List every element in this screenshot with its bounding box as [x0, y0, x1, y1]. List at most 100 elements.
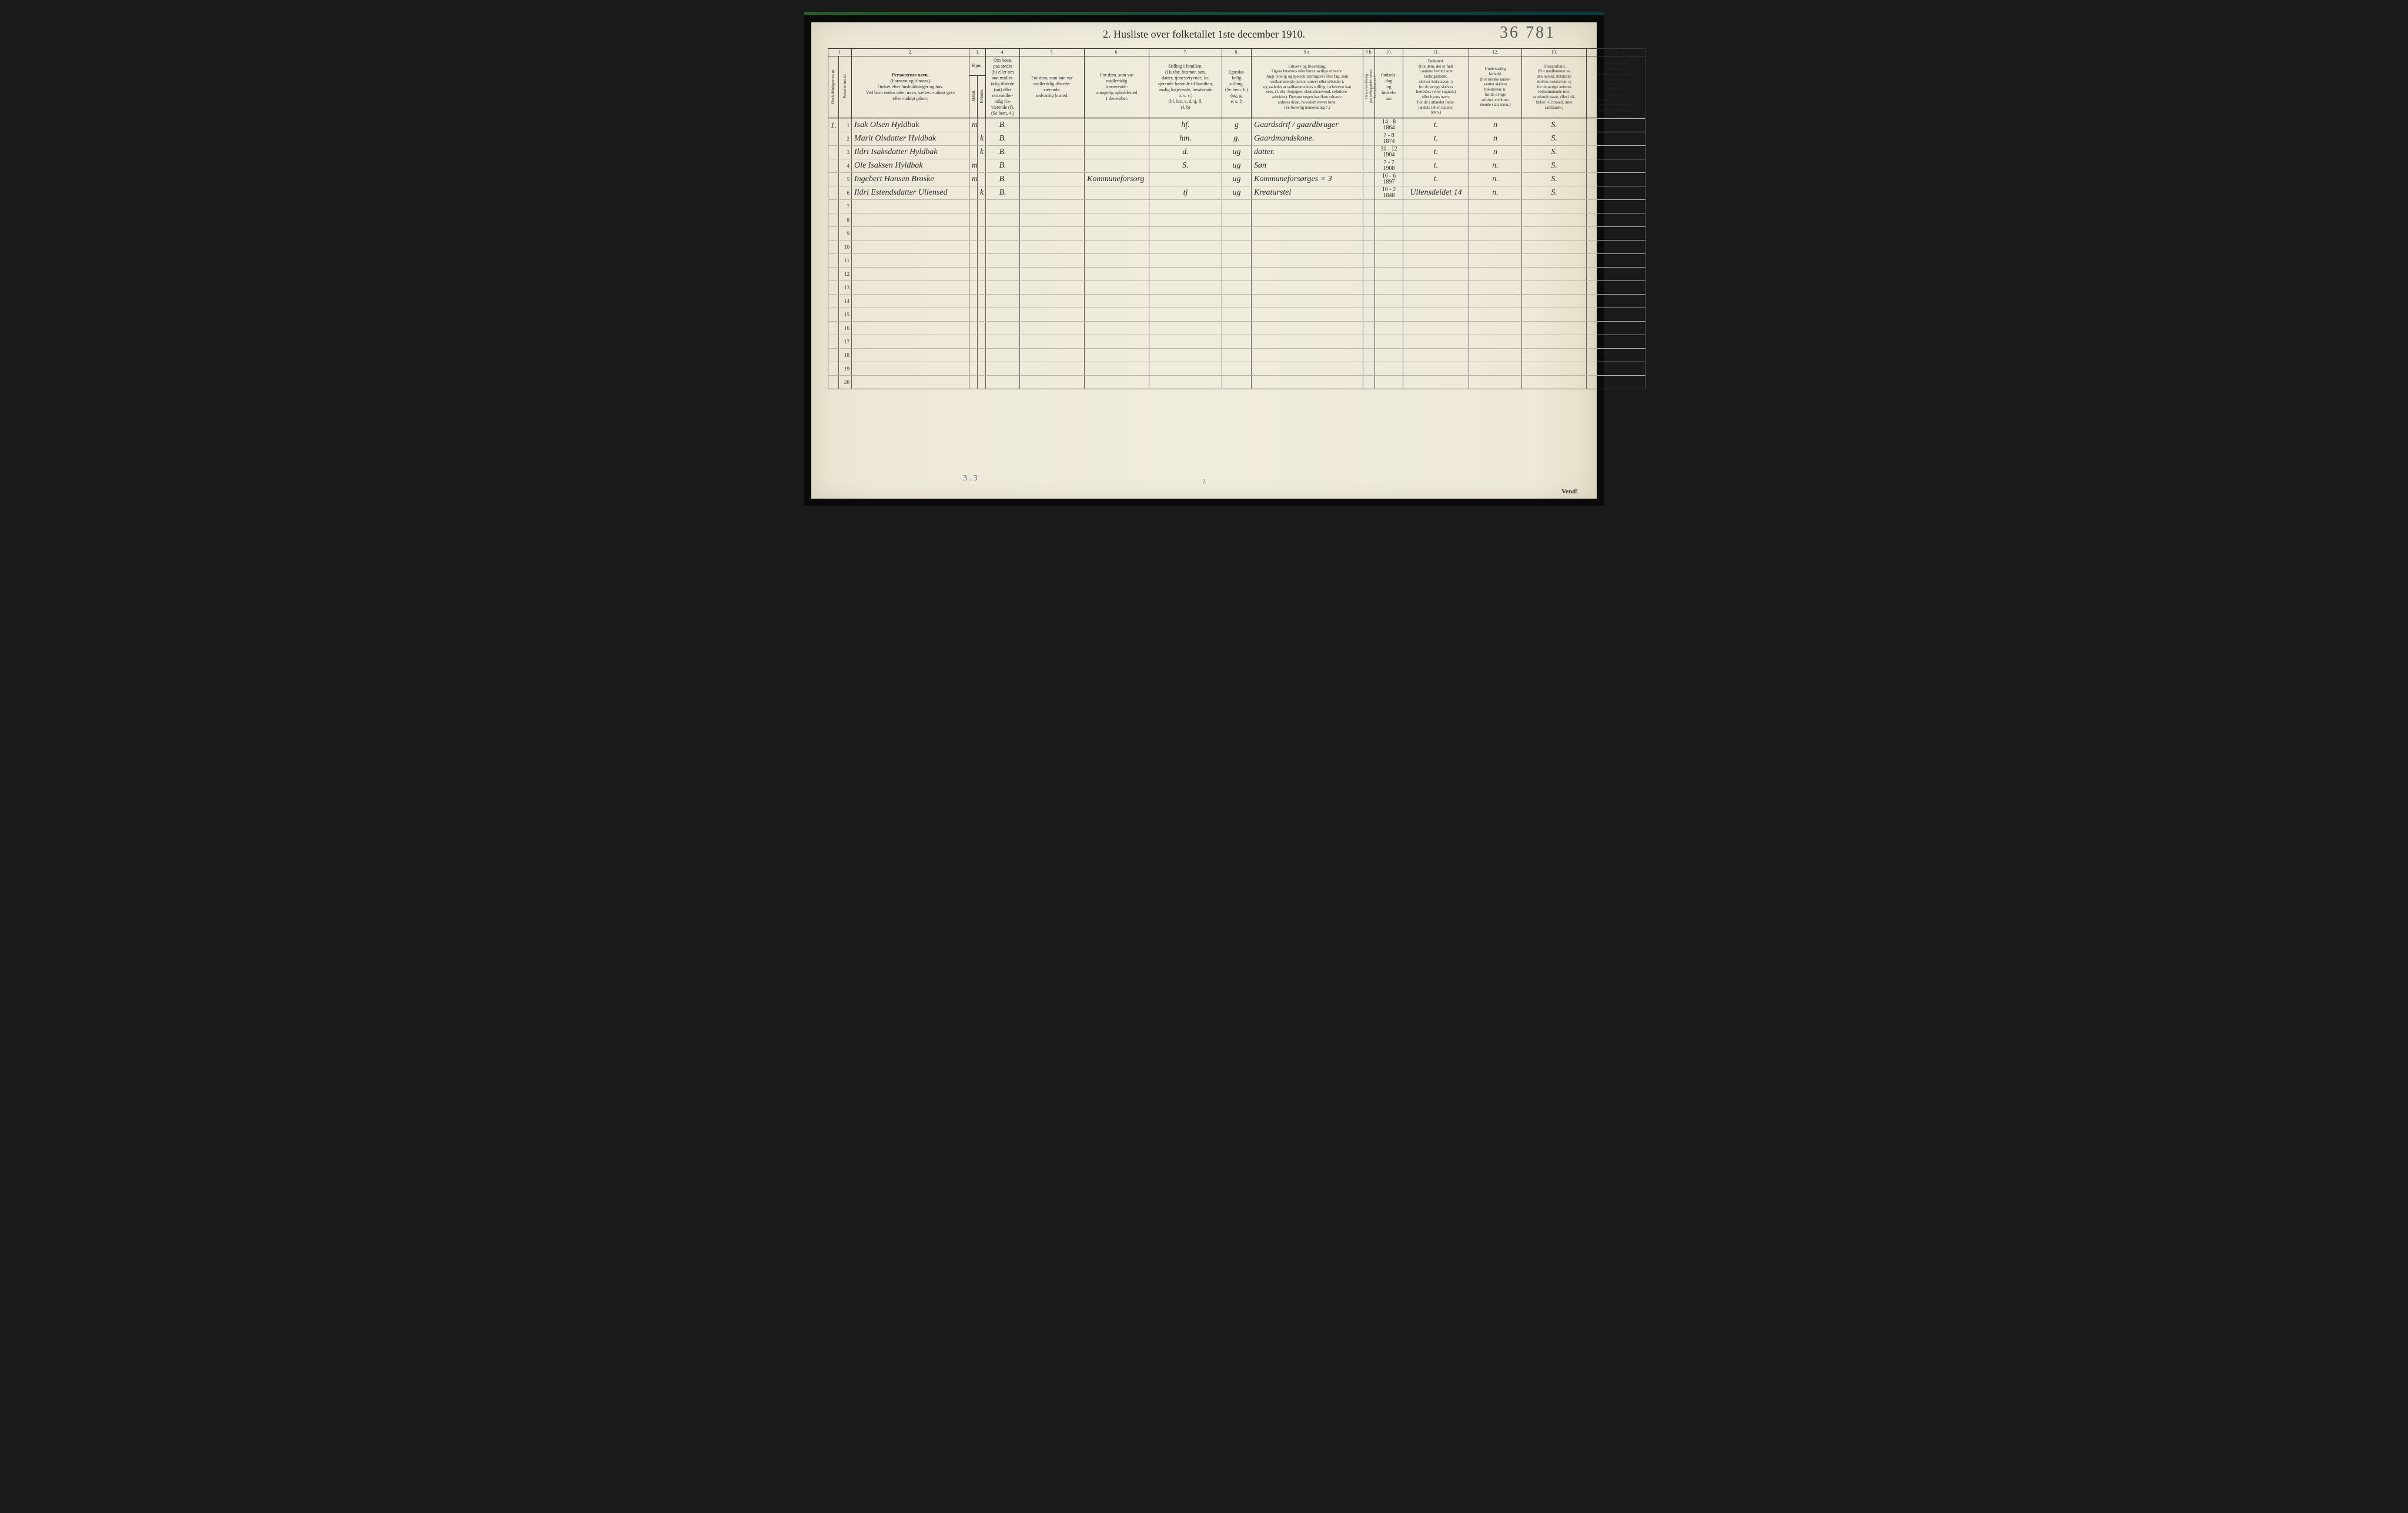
cell-empty — [1222, 349, 1252, 362]
cell-empty — [1149, 213, 1222, 227]
cell-household-nr — [828, 376, 839, 389]
cell-empty — [1375, 241, 1403, 254]
cell-birthplace: t. — [1403, 119, 1469, 132]
cell-empty — [969, 349, 978, 362]
cell-empty — [1587, 227, 1646, 241]
cell-empty — [1587, 349, 1646, 362]
table-row-empty: 18 — [828, 349, 1646, 362]
cell-empty — [1363, 268, 1375, 281]
cell-household-nr — [828, 173, 839, 186]
cell-empty — [1522, 281, 1587, 295]
cell-empty — [1375, 254, 1403, 268]
cell-birthplace: Ullensdeidet 14 — [1403, 186, 1469, 200]
cell-sex-m: m — [969, 119, 978, 132]
cell-religion: S. — [1522, 186, 1587, 200]
cell-empty — [969, 281, 978, 295]
cell-religion: S. — [1522, 173, 1587, 186]
cell-empty — [1085, 362, 1149, 376]
scan-frame: 2. Husliste over folketallet 1ste decemb… — [804, 12, 1604, 506]
title-text: Husliste over folketallet 1ste december … — [1113, 28, 1305, 41]
cell-empty — [1522, 213, 1587, 227]
cell-residence: B. — [986, 119, 1020, 132]
cell-empty — [1149, 281, 1222, 295]
cell-household-nr — [828, 295, 839, 308]
cell-empty — [1375, 281, 1403, 295]
cell-empty — [1085, 254, 1149, 268]
cell-empty — [1587, 200, 1646, 213]
cell-empty — [852, 322, 969, 335]
cell-empty — [978, 349, 986, 362]
cell-empty — [1252, 295, 1363, 308]
cell-empty — [1403, 376, 1469, 389]
cell-household-nr: 1. — [828, 119, 839, 132]
cell-empty — [1252, 213, 1363, 227]
cell-empty — [969, 213, 978, 227]
cell-unemployed — [1363, 146, 1375, 159]
cell-empty — [1375, 308, 1403, 322]
cell-family-pos: tj — [1149, 186, 1222, 200]
cell-marital: g — [1222, 119, 1252, 132]
cell-empty — [1085, 268, 1149, 281]
cell-temp-present — [1020, 132, 1085, 146]
cell-disability — [1587, 132, 1646, 146]
cell-empty — [978, 295, 986, 308]
cell-household-nr — [828, 254, 839, 268]
colnum-13: 13. — [1522, 49, 1587, 56]
cell-family-pos: hf. — [1149, 119, 1222, 132]
cell-empty — [852, 268, 969, 281]
col-disability-header: Sindssvak, døv eller blind. Var nogen av… — [1587, 56, 1646, 118]
cell-empty — [969, 362, 978, 376]
cell-empty — [1403, 335, 1469, 349]
cell-empty — [1252, 349, 1363, 362]
cell-empty — [1222, 227, 1252, 241]
cell-empty — [1020, 227, 1085, 241]
cell-empty — [969, 295, 978, 308]
cell-empty — [1375, 295, 1403, 308]
cell-sex-m — [969, 186, 978, 200]
table-row-empty: 11 — [828, 254, 1646, 268]
column-number-row: 1. 2. 3. 4. 5. 6. 7. 8. 9 a. 9 b. 10. 11… — [828, 49, 1646, 56]
cell-empty — [1149, 268, 1222, 281]
cell-empty — [1222, 362, 1252, 376]
cell-empty — [1587, 268, 1646, 281]
cell-empty — [1587, 254, 1646, 268]
cell-person-nr: 19 — [839, 362, 852, 376]
cell-occupation: Gaardsdrif / gaardbruger — [1252, 119, 1363, 132]
cell-empty — [1149, 308, 1222, 322]
cell-nationality: n — [1469, 119, 1522, 132]
cell-empty — [1522, 268, 1587, 281]
colnum-6: 6. — [1085, 49, 1149, 56]
cell-household-nr — [828, 281, 839, 295]
cell-empty — [1363, 281, 1375, 295]
cell-person-nr: 12 — [839, 268, 852, 281]
cell-sex-k: k — [978, 146, 986, 159]
cell-empty — [1403, 281, 1469, 295]
cell-empty — [978, 322, 986, 335]
cell-empty — [1020, 200, 1085, 213]
cell-empty — [1222, 268, 1252, 281]
cell-person-nr: 8 — [839, 213, 852, 227]
cell-sex-m — [969, 146, 978, 159]
cell-empty — [852, 241, 969, 254]
cell-occupation: datter. — [1252, 146, 1363, 159]
cell-residence: B. — [986, 173, 1020, 186]
cell-empty — [978, 200, 986, 213]
cell-temp-absent — [1085, 159, 1149, 173]
cell-temp-present — [1020, 173, 1085, 186]
cell-disability — [1587, 146, 1646, 159]
cell-empty — [1469, 200, 1522, 213]
cell-temp-absent: Kommuneforsorg — [1085, 173, 1149, 186]
vend-text: Vend! — [1561, 488, 1578, 495]
cell-empty — [1522, 349, 1587, 362]
cell-empty — [986, 281, 1020, 295]
cell-dob: 7 - 7 1908 — [1375, 159, 1403, 173]
cell-empty — [1522, 376, 1587, 389]
colnum-9a: 9 a. — [1252, 49, 1363, 56]
cell-temp-absent — [1085, 132, 1149, 146]
cell-dob: 31 - 12 1904 — [1375, 146, 1403, 159]
ledger-table-area: 1. 2. 3. 4. 5. 6. 7. 8. 9 a. 9 b. 10. 11… — [828, 48, 1580, 487]
col-dob-header: Fødsels- dag og fødsels- aar. — [1375, 56, 1403, 118]
cell-empty — [1469, 254, 1522, 268]
cell-unemployed — [1363, 132, 1375, 146]
cell-empty — [986, 227, 1020, 241]
